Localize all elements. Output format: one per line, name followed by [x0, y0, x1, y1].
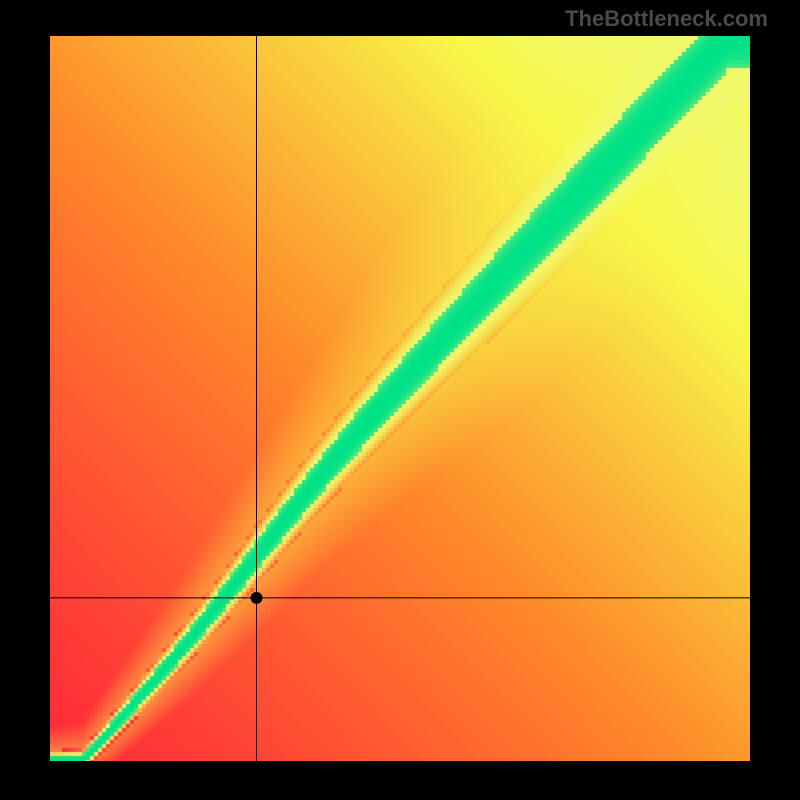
watermark-text: TheBottleneck.com	[565, 6, 768, 32]
heatmap-canvas	[50, 36, 750, 761]
heatmap-plot	[50, 36, 750, 761]
